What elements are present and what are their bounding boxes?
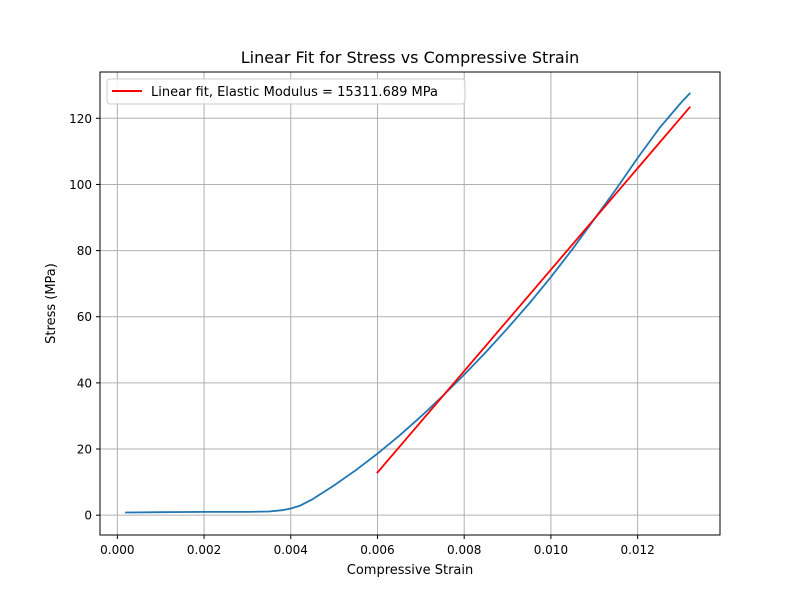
y-axis-ticks: 0 20 40 60 80 100 120 <box>69 112 100 523</box>
y-tick-label: 20 <box>77 443 92 457</box>
y-tick-label: 80 <box>77 244 92 258</box>
x-axis-ticks: 0.000 0.002 0.004 0.006 0.008 0.010 0.012 <box>100 535 655 557</box>
legend-label-linear-fit: Linear fit, Elastic Modulus = 15311.689 … <box>151 85 438 100</box>
x-tick-label: 0.000 <box>100 543 134 557</box>
plot-frame <box>99 71 721 536</box>
grid <box>100 72 720 535</box>
y-tick-label: 60 <box>77 310 92 324</box>
stress-strain-curve <box>125 92 691 514</box>
y-tick-label: 100 <box>69 178 92 192</box>
series-layer <box>125 92 691 514</box>
x-tick-label: 0.002 <box>187 543 221 557</box>
x-tick-label: 0.012 <box>620 543 654 557</box>
y-tick-label: 120 <box>69 112 92 126</box>
x-tick-label: 0.008 <box>447 543 481 557</box>
x-tick-label: 0.010 <box>534 543 568 557</box>
y-axis-label: Stress (MPa) <box>44 263 59 344</box>
x-axis-label: Compressive Strain <box>347 563 474 578</box>
chart-title: Linear Fit for Stress vs Compressive Str… <box>241 48 580 67</box>
linear-fit-line <box>376 106 691 474</box>
legend-box <box>106 78 466 105</box>
x-tick-label: 0.004 <box>274 543 308 557</box>
legend: Linear fit, Elastic Modulus = 15311.689 … <box>106 78 466 105</box>
x-tick-label: 0.006 <box>360 543 394 557</box>
y-tick-label: 40 <box>77 376 92 390</box>
y-tick-label: 0 <box>84 509 92 523</box>
